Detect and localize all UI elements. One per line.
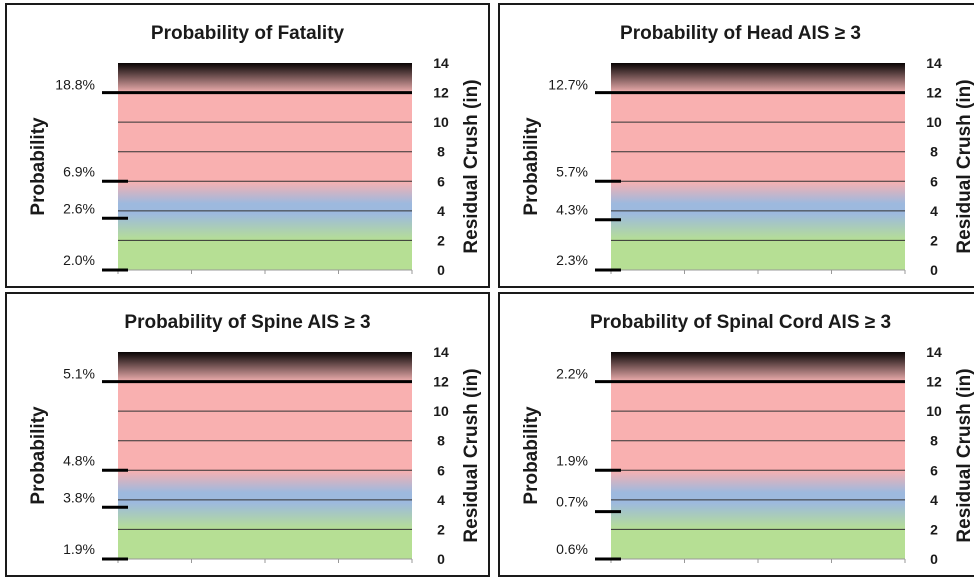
probability-label: 1.9% bbox=[556, 452, 588, 468]
chart-title: Probability of Fatality bbox=[150, 23, 345, 44]
right-tick-label: 2 bbox=[930, 521, 938, 537]
probability-label: 5.7% bbox=[556, 163, 588, 179]
probability-label: 3.8% bbox=[63, 489, 95, 505]
probability-label: 1.9% bbox=[63, 541, 95, 557]
right-tick-label: 0 bbox=[930, 262, 938, 278]
right-axis-title: Residual Crush (in) bbox=[461, 368, 482, 542]
left-axis-title: Probability bbox=[28, 406, 49, 505]
chart-title: Probability of Spinal Cord AIS ≥ 3 bbox=[589, 312, 892, 333]
right-tick-label: 8 bbox=[437, 144, 445, 160]
right-tick-label: 4 bbox=[930, 492, 938, 508]
right-tick-label: 2 bbox=[930, 232, 938, 248]
right-tick-label: 8 bbox=[930, 144, 938, 160]
chart-svg: 0 2 4 6 8 10 12 14 18.8% 6.9% 2.6% 2.0% Probability R… bbox=[28, 55, 482, 278]
crush-band-area bbox=[118, 352, 412, 559]
right-tick-label: 10 bbox=[433, 114, 449, 130]
right-tick-label: 6 bbox=[930, 462, 938, 478]
right-tick-label: 4 bbox=[930, 203, 938, 219]
right-tick-label: 12 bbox=[926, 85, 942, 101]
right-tick-label: 14 bbox=[433, 55, 449, 71]
probability-label: 2.3% bbox=[556, 252, 588, 268]
crush-band-area bbox=[118, 63, 412, 270]
right-tick-label: 12 bbox=[926, 374, 942, 390]
chart-title: Probability of Head AIS ≥ 3 bbox=[620, 23, 861, 44]
chart-title: Probability of Spine AIS ≥ 3 bbox=[124, 312, 371, 333]
probability-label: 18.8% bbox=[55, 77, 95, 93]
probability-label: 12.7% bbox=[548, 77, 588, 93]
right-tick-label: 2 bbox=[437, 232, 445, 248]
chart-panel-spine: Probability of Spine AIS ≥ 3 0 2 4 6 8 10 12 14… bbox=[5, 292, 490, 577]
right-axis-title: Residual Crush (in) bbox=[954, 79, 974, 253]
probability-label: 0.6% bbox=[556, 541, 588, 557]
probability-label: 2.6% bbox=[63, 200, 95, 216]
right-tick-label: 0 bbox=[437, 262, 445, 278]
probability-label: 0.7% bbox=[556, 494, 588, 510]
left-axis-title: Probability bbox=[521, 406, 542, 505]
right-tick-label: 2 bbox=[437, 521, 445, 537]
right-tick-label: 4 bbox=[437, 203, 445, 219]
right-tick-label: 10 bbox=[926, 114, 942, 130]
right-axis-title: Residual Crush (in) bbox=[461, 79, 482, 253]
probability-label: 5.1% bbox=[63, 366, 95, 382]
right-tick-label: 0 bbox=[437, 551, 445, 567]
right-axis-title: Residual Crush (in) bbox=[954, 368, 974, 542]
probability-label: 6.9% bbox=[63, 163, 95, 179]
right-tick-label: 12 bbox=[433, 85, 449, 101]
chart-panel-spinal-cord: Probability of Spinal Cord AIS ≥ 3 0 2 4 6 8… bbox=[498, 292, 974, 577]
chart-panel-fatality: Probability of Fatality 0 2 4 6 8 10 12 14 18.8%… bbox=[5, 3, 490, 288]
chart-panel-head: Probability of Head AIS ≥ 3 0 2 4 6 8 10 12 14 1… bbox=[498, 3, 974, 288]
probability-label: 2.0% bbox=[63, 252, 95, 268]
left-axis-title: Probability bbox=[521, 117, 542, 216]
chart-svg: 0 2 4 6 8 10 12 14 12.7% 5.7% 4.3% 2.3% Probability R… bbox=[521, 55, 974, 278]
right-tick-label: 8 bbox=[437, 433, 445, 449]
right-tick-label: 10 bbox=[433, 403, 449, 419]
right-tick-label: 10 bbox=[926, 403, 942, 419]
chart-svg: 0 2 4 6 8 10 12 14 2.2% 1.9% 0.7% 0.6% Probability Re… bbox=[521, 344, 974, 567]
right-tick-label: 8 bbox=[930, 433, 938, 449]
probability-label: 2.2% bbox=[556, 366, 588, 382]
probability-label: 4.3% bbox=[556, 202, 588, 218]
chart-svg: 0 2 4 6 8 10 12 14 5.1% 4.8% 3.8% 1.9% Probability Re… bbox=[28, 344, 482, 567]
right-tick-label: 4 bbox=[437, 492, 445, 508]
right-tick-label: 14 bbox=[926, 55, 942, 71]
right-tick-label: 12 bbox=[433, 374, 449, 390]
crush-band-area bbox=[611, 63, 905, 270]
right-tick-label: 14 bbox=[926, 344, 942, 360]
right-tick-label: 6 bbox=[437, 462, 445, 478]
right-tick-label: 14 bbox=[433, 344, 449, 360]
right-tick-label: 6 bbox=[437, 173, 445, 189]
probability-label: 4.8% bbox=[63, 452, 95, 468]
crush-band-area bbox=[611, 352, 905, 559]
right-tick-label: 6 bbox=[930, 173, 938, 189]
left-axis-title: Probability bbox=[28, 117, 49, 216]
right-tick-label: 0 bbox=[930, 551, 938, 567]
